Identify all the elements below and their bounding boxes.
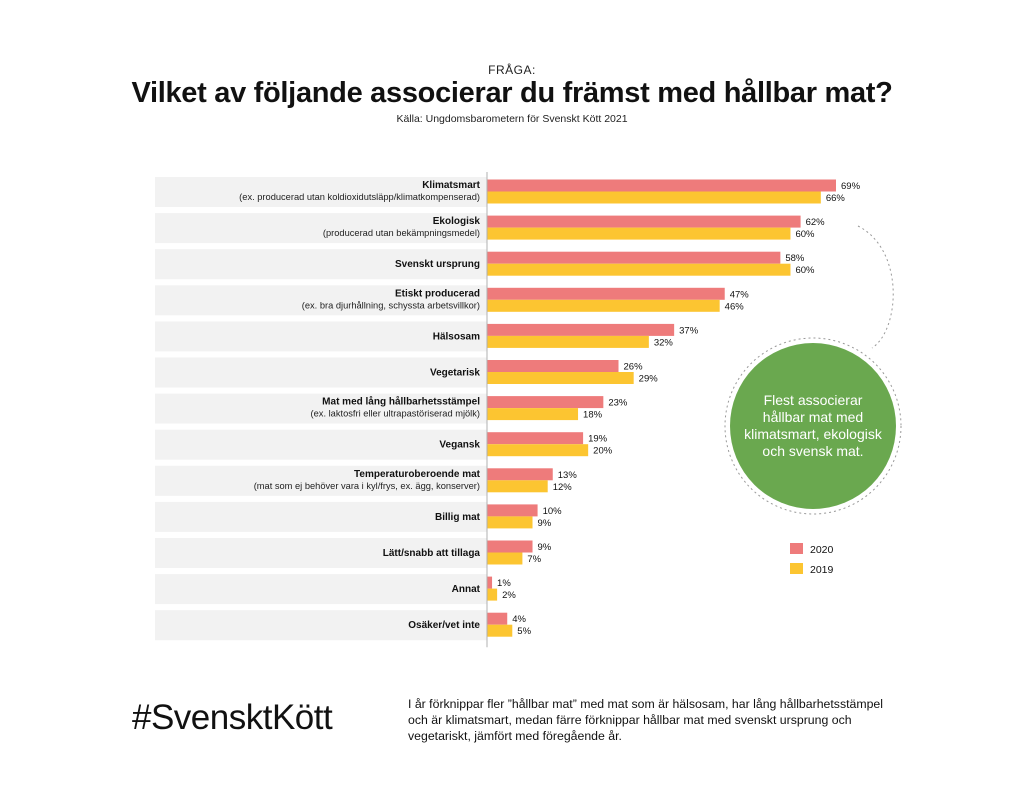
legend-label-2020: 2020 (810, 544, 834, 556)
category-band (155, 249, 487, 280)
category-label: Lätt/snabb att tillaga (383, 548, 481, 559)
category-band (155, 429, 487, 460)
bar-2020 (487, 432, 584, 445)
value-label-2019: 60% (795, 229, 815, 240)
value-label-2019: 2% (502, 590, 516, 601)
value-label-2020: 58% (785, 253, 805, 264)
value-label-2019: 5% (517, 626, 531, 637)
bar-2019 (487, 588, 498, 601)
value-label-2019: 18% (583, 410, 603, 421)
callout-ring (724, 337, 902, 515)
bar-2020 (487, 396, 604, 409)
value-label-2020: 26% (624, 362, 644, 373)
category-label: Mat med lång hållbarhetsstämpel (322, 396, 480, 408)
category-band (155, 213, 487, 244)
chart-title: Vilket av följande associerar du främst … (131, 77, 893, 109)
legend-swatch-2019 (790, 563, 803, 574)
bar-2019 (487, 480, 548, 493)
category-label: Vegetarisk (430, 368, 480, 379)
value-label-2019: 32% (654, 337, 674, 348)
category-sublabel: (ex. producerad utan koldioxidutsläpp/kl… (239, 192, 480, 202)
bar-2019 (487, 227, 791, 240)
value-label-2020: 62% (806, 217, 826, 228)
bar-2019 (487, 552, 523, 565)
bar-2019 (487, 263, 791, 276)
bar-2020 (487, 179, 836, 192)
bar-2019 (487, 408, 579, 421)
value-label-2019: 60% (795, 265, 815, 276)
bar-2020 (487, 360, 619, 372)
category-label: Billig mat (435, 512, 481, 523)
bar-2020 (487, 612, 508, 625)
category-label: Osäker/vet inte (408, 620, 480, 631)
category-label: Klimatsmart (422, 180, 480, 191)
value-label-2019: 46% (725, 301, 745, 312)
value-label-2020: 4% (512, 614, 526, 625)
bar-2020 (487, 251, 781, 264)
category-label: Annat (452, 584, 481, 595)
category-sublabel: (ex. bra djurhållning, schyssta arbetsvi… (302, 300, 480, 310)
category-band (155, 393, 487, 424)
value-label-2020: 13% (558, 470, 578, 481)
category-label: Hälsosam (433, 331, 480, 342)
category-sublabel: (producerad utan bekämpningsmedel) (323, 228, 480, 238)
category-band (155, 501, 487, 532)
bar-2020 (487, 576, 493, 589)
bar-2019 (487, 335, 649, 348)
bar-2020 (487, 540, 533, 553)
value-label-2019: 9% (538, 518, 552, 529)
category-label: Ekologisk (433, 216, 481, 227)
category-band (155, 574, 487, 605)
value-label-2020: 1% (497, 578, 511, 589)
bar-2019 (487, 624, 513, 637)
bar-2020 (487, 215, 801, 228)
category-label: Svenskt ursprung (395, 259, 480, 270)
callout-text: Flest associerar hållbar mat med klimats… (744, 392, 882, 459)
value-label-2020: 37% (679, 325, 699, 336)
value-label-2019: 12% (553, 482, 573, 493)
value-label-2020: 47% (730, 289, 750, 300)
value-label-2019: 29% (639, 374, 659, 385)
category-band (155, 285, 487, 316)
category-sublabel: (ex. laktosfri eller ultrapastöriserad m… (311, 409, 480, 419)
callout-connector (857, 225, 894, 349)
bar-2020 (487, 323, 675, 336)
bar-2020 (487, 468, 553, 481)
bar-2019 (487, 516, 533, 529)
value-label-2020: 23% (608, 398, 628, 409)
legend-swatch-2020 (790, 543, 803, 554)
bar-2020 (487, 287, 725, 300)
category-label: Vegansk (439, 440, 480, 451)
category-band (155, 610, 487, 641)
bar-2019 (487, 299, 720, 312)
hashtag: #SvensktKött (132, 698, 333, 737)
category-band (155, 321, 487, 352)
category-band (155, 357, 487, 388)
value-label-2020: 19% (588, 434, 608, 445)
callout-circle: Flest associerar hållbar mat med klimats… (730, 343, 896, 509)
bar-2019 (487, 372, 634, 384)
category-band (155, 177, 487, 207)
category-label: Etiskt producerad (395, 288, 480, 299)
source-note: Källa: Ungdomsbarometern för Svenskt Köt… (396, 113, 628, 125)
legend-label-2019: 2019 (810, 564, 834, 576)
bar-2020 (487, 504, 538, 517)
footer-text: I år förknippar fler ”hållbar mat” med m… (408, 697, 883, 743)
value-label-2020: 69% (841, 181, 861, 192)
bar-2019 (487, 444, 589, 457)
value-label-2019: 66% (826, 193, 846, 204)
value-label-2019: 20% (593, 446, 613, 457)
category-band (155, 538, 487, 568)
bar-2019 (487, 191, 821, 204)
value-label-2019: 7% (527, 554, 541, 565)
question-kicker: FRÅGA: (488, 63, 536, 77)
category-label: Temperaturoberoende mat (354, 469, 481, 480)
value-label-2020: 9% (538, 542, 552, 553)
category-band (155, 465, 487, 496)
value-label-2020: 10% (543, 506, 563, 517)
category-sublabel: (mat som ej behöver vara i kyl/frys, ex.… (254, 481, 480, 491)
